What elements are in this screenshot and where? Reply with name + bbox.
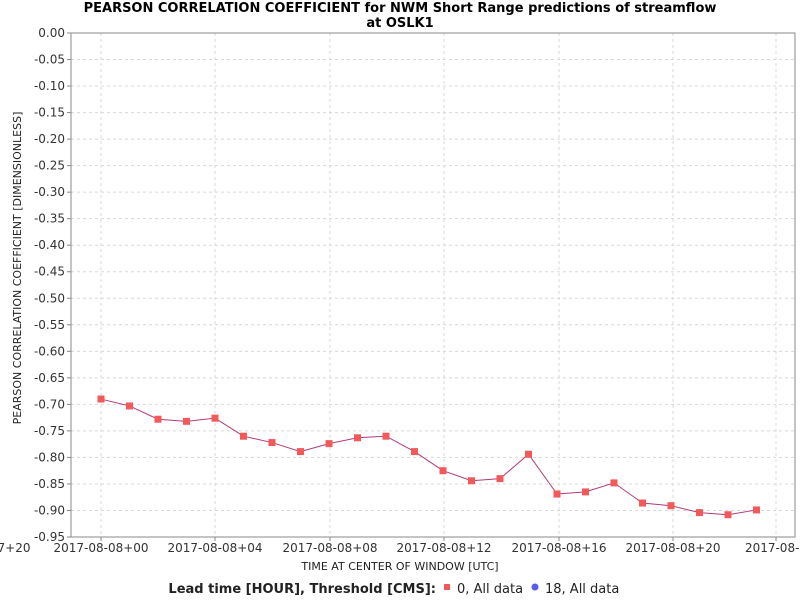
data-point xyxy=(126,402,133,410)
y-tick-label: -0.20 xyxy=(34,132,65,146)
y-tick-label: -0.55 xyxy=(34,318,65,332)
data-point xyxy=(639,499,646,507)
data-point xyxy=(268,439,276,447)
y-tick-label: -0.90 xyxy=(34,503,65,517)
x-axis-label: TIME AT CENTER OF WINDOW [UTC] xyxy=(300,560,498,573)
data-point xyxy=(240,432,247,440)
y-tick-label: -0.80 xyxy=(34,450,65,464)
y-tick-label: -0.65 xyxy=(34,371,65,385)
y-tick-label: -0.10 xyxy=(34,79,65,93)
chart-title-line1: PEARSON CORRELATION COEFFICIENT for NWM … xyxy=(84,1,717,16)
x-tick-label: 2017-08-08+00 xyxy=(53,541,148,555)
legend-label-series-0: 0, All data xyxy=(457,582,523,597)
data-point xyxy=(439,467,447,475)
legend-marker-series-0 xyxy=(444,584,450,590)
series-layer xyxy=(97,395,760,519)
y-tick-label: -0.70 xyxy=(34,397,65,411)
legend-marker-series-1 xyxy=(531,583,539,591)
y-axis-label: PEARSON CORRELATION COEFFICIENT [DIMENSI… xyxy=(11,112,24,425)
data-point xyxy=(753,506,760,514)
data-point xyxy=(211,414,219,422)
x-axis-ticks: 7+20 2017-08-08+00 2017-08-08+04 2017-08-08… xyxy=(0,537,800,555)
data-point xyxy=(354,434,361,442)
y-tick-label: -0.45 xyxy=(34,265,65,279)
x-tick-label: 2017-08-08+20 xyxy=(625,541,720,555)
y-tick-label: -0.35 xyxy=(34,212,65,226)
y-tick-label: -0.05 xyxy=(34,53,65,67)
data-point xyxy=(553,490,561,498)
x-tick-label: 2017-08-08+16 xyxy=(511,541,606,555)
data-point xyxy=(696,509,703,517)
y-tick-label: -0.25 xyxy=(34,159,65,173)
x-tick-label: 2017-08-08+04 xyxy=(167,541,262,555)
y-tick-label: -0.15 xyxy=(34,106,65,120)
data-point xyxy=(667,502,675,510)
data-point xyxy=(382,432,390,440)
y-axis-ticks: 0.00 -0.05 -0.10 -0.15 -0.20 -0.25 -0.30 -0.35 -… xyxy=(34,26,71,544)
data-point xyxy=(297,448,304,456)
data-point xyxy=(97,395,105,403)
x-tick-label: 2017-08-08+08 xyxy=(282,541,377,555)
y-tick-label: -0.50 xyxy=(34,291,65,305)
legend-label-series-1: 18, All data xyxy=(545,582,619,597)
x-tick-label: 2017-08-0 xyxy=(745,541,800,555)
data-point xyxy=(724,511,732,519)
data-point xyxy=(325,440,333,448)
y-tick-label: -0.40 xyxy=(34,238,65,252)
y-tick-label: -0.60 xyxy=(34,344,65,358)
x-tick-label: 2017-08-08+12 xyxy=(396,541,491,555)
legend-title: Lead time [HOUR], Threshold [CMS]: xyxy=(168,582,436,597)
series-line-0 xyxy=(100,398,757,516)
data-point xyxy=(183,417,190,425)
data-point xyxy=(154,415,162,423)
data-point xyxy=(525,450,532,458)
grid xyxy=(71,32,795,538)
data-point xyxy=(496,475,504,483)
data-point xyxy=(582,488,589,496)
chart-title-line2: at OSLK1 xyxy=(366,16,433,31)
x-tick-label: 7+20 xyxy=(0,541,30,555)
data-point xyxy=(468,477,475,485)
y-tick-label: -0.85 xyxy=(34,477,65,491)
y-tick-label: -0.75 xyxy=(34,424,65,438)
data-point xyxy=(411,448,418,456)
y-tick-label: 0.00 xyxy=(38,26,65,40)
y-tick-label: -0.95 xyxy=(34,530,65,544)
y-tick-label: -0.30 xyxy=(34,185,65,199)
data-point xyxy=(610,479,618,487)
legend: Lead time [HOUR], Threshold [CMS]: 0, Al… xyxy=(168,582,619,597)
plot-area-border xyxy=(70,32,796,538)
